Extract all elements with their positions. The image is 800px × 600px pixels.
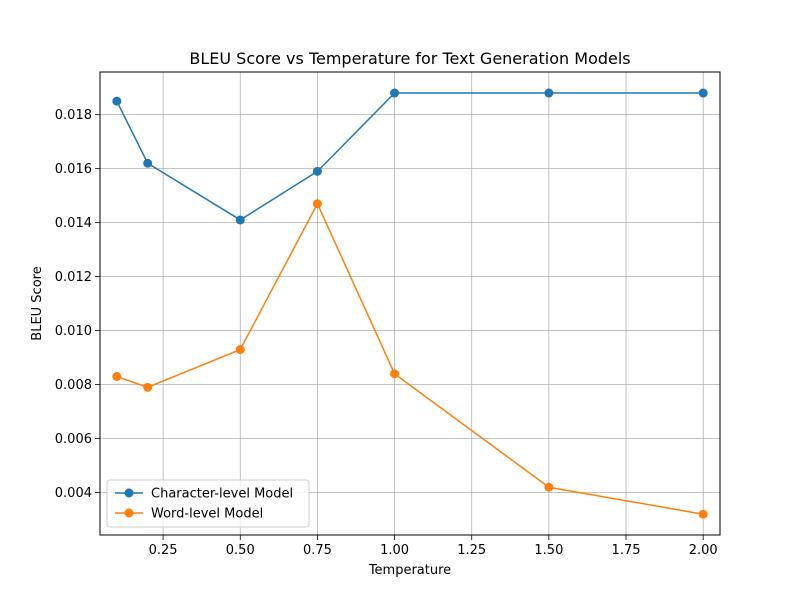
y-tick-label: 0.018 xyxy=(55,108,92,123)
data-point xyxy=(390,88,400,98)
legend-box xyxy=(106,479,310,528)
y-tick-label: 0.016 xyxy=(55,162,92,177)
data-point xyxy=(698,509,708,519)
x-axis-ticks: 0.25 0.50 0.75 1.00 1.25 1.50 1.75 2.00 xyxy=(149,535,718,558)
chart-title: BLEU Score vs Temperature for Text Gener… xyxy=(189,49,630,68)
data-point xyxy=(390,369,400,379)
data-point xyxy=(698,88,708,98)
x-tick-label: 0.75 xyxy=(303,543,332,558)
plot-frame xyxy=(99,71,721,536)
y-tick-label: 0.004 xyxy=(55,486,92,501)
data-point xyxy=(235,215,245,225)
x-tick-label: 0.50 xyxy=(226,543,255,558)
y-tick-label: 0.014 xyxy=(55,216,92,231)
y-tick-label: 0.012 xyxy=(55,270,92,285)
data-point xyxy=(112,96,122,106)
x-tick-label: 1.50 xyxy=(534,543,563,558)
legend-marker-1 xyxy=(124,508,134,518)
series-0 xyxy=(112,88,708,225)
data-point xyxy=(235,345,245,355)
data-point xyxy=(143,382,153,392)
series-1 xyxy=(112,199,708,519)
x-tick-label: 1.00 xyxy=(380,543,409,558)
data-point xyxy=(143,158,153,168)
data-point xyxy=(544,88,554,98)
y-tick-label: 0.010 xyxy=(55,324,92,339)
x-tick-label: 1.75 xyxy=(612,543,641,558)
y-axis-title: BLEU Score xyxy=(30,266,45,340)
y-tick-label: 0.008 xyxy=(55,378,92,393)
y-axis-ticks: 0.004 0.006 0.008 0.010 0.012 0.014 0.016 0.018 xyxy=(55,108,100,501)
x-tick-label: 1.25 xyxy=(457,543,486,558)
y-tick-label: 0.006 xyxy=(55,432,92,447)
legend-label-0: Character-level Model xyxy=(151,487,293,502)
series-layer xyxy=(112,88,708,519)
data-point xyxy=(312,166,322,176)
x-tick-label: 2.00 xyxy=(689,543,718,558)
x-tick-label: 0.25 xyxy=(149,543,178,558)
legend-label-1: Word-level Model xyxy=(151,507,263,522)
data-point xyxy=(112,372,122,382)
data-point xyxy=(544,482,554,492)
legend-marker-0 xyxy=(124,488,134,498)
legend: Character-level Model Word-level Model xyxy=(106,479,310,528)
x-axis-title: Temperature xyxy=(368,563,451,578)
data-point xyxy=(312,199,322,209)
